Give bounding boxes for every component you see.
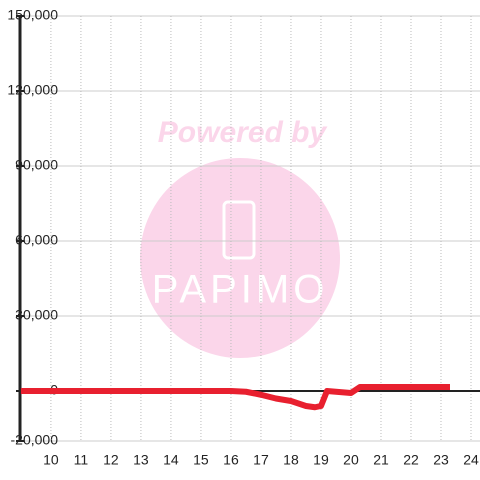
x-tick-label: 24 bbox=[463, 452, 479, 468]
y-tick-label: 90,000 bbox=[15, 157, 58, 173]
y-tick-label: 120,000 bbox=[7, 82, 58, 98]
x-tick-label: 15 bbox=[193, 452, 209, 468]
x-tick-label: 23 bbox=[433, 452, 449, 468]
x-tick-label: 11 bbox=[74, 452, 89, 468]
watermark-logo: PAPIMO bbox=[152, 268, 329, 312]
x-tick-label: 20 bbox=[343, 452, 359, 468]
x-tick-label: 10 bbox=[43, 452, 59, 468]
y-tick-label: 150,000 bbox=[7, 7, 58, 23]
line bbox=[20, 384, 450, 411]
x-tick-label: 13 bbox=[133, 452, 149, 468]
x-tick-label: 19 bbox=[313, 452, 329, 468]
x-tick-label: 18 bbox=[283, 452, 299, 468]
x-tick-label: 12 bbox=[103, 452, 119, 468]
watermark-text: Powered by bbox=[158, 116, 328, 149]
x-tick-label: 16 bbox=[223, 452, 239, 468]
y-tick-label: 60,000 bbox=[15, 232, 58, 248]
watermark-icon bbox=[222, 200, 256, 260]
x-tick-label: 21 bbox=[373, 452, 389, 468]
x-tick-label: 14 bbox=[163, 452, 179, 468]
x-tick-label: 22 bbox=[403, 452, 419, 468]
y-tick-label: 30,000 bbox=[15, 307, 58, 323]
x-tick-label: 17 bbox=[253, 452, 269, 468]
y-tick-label: -20,000 bbox=[11, 432, 59, 448]
